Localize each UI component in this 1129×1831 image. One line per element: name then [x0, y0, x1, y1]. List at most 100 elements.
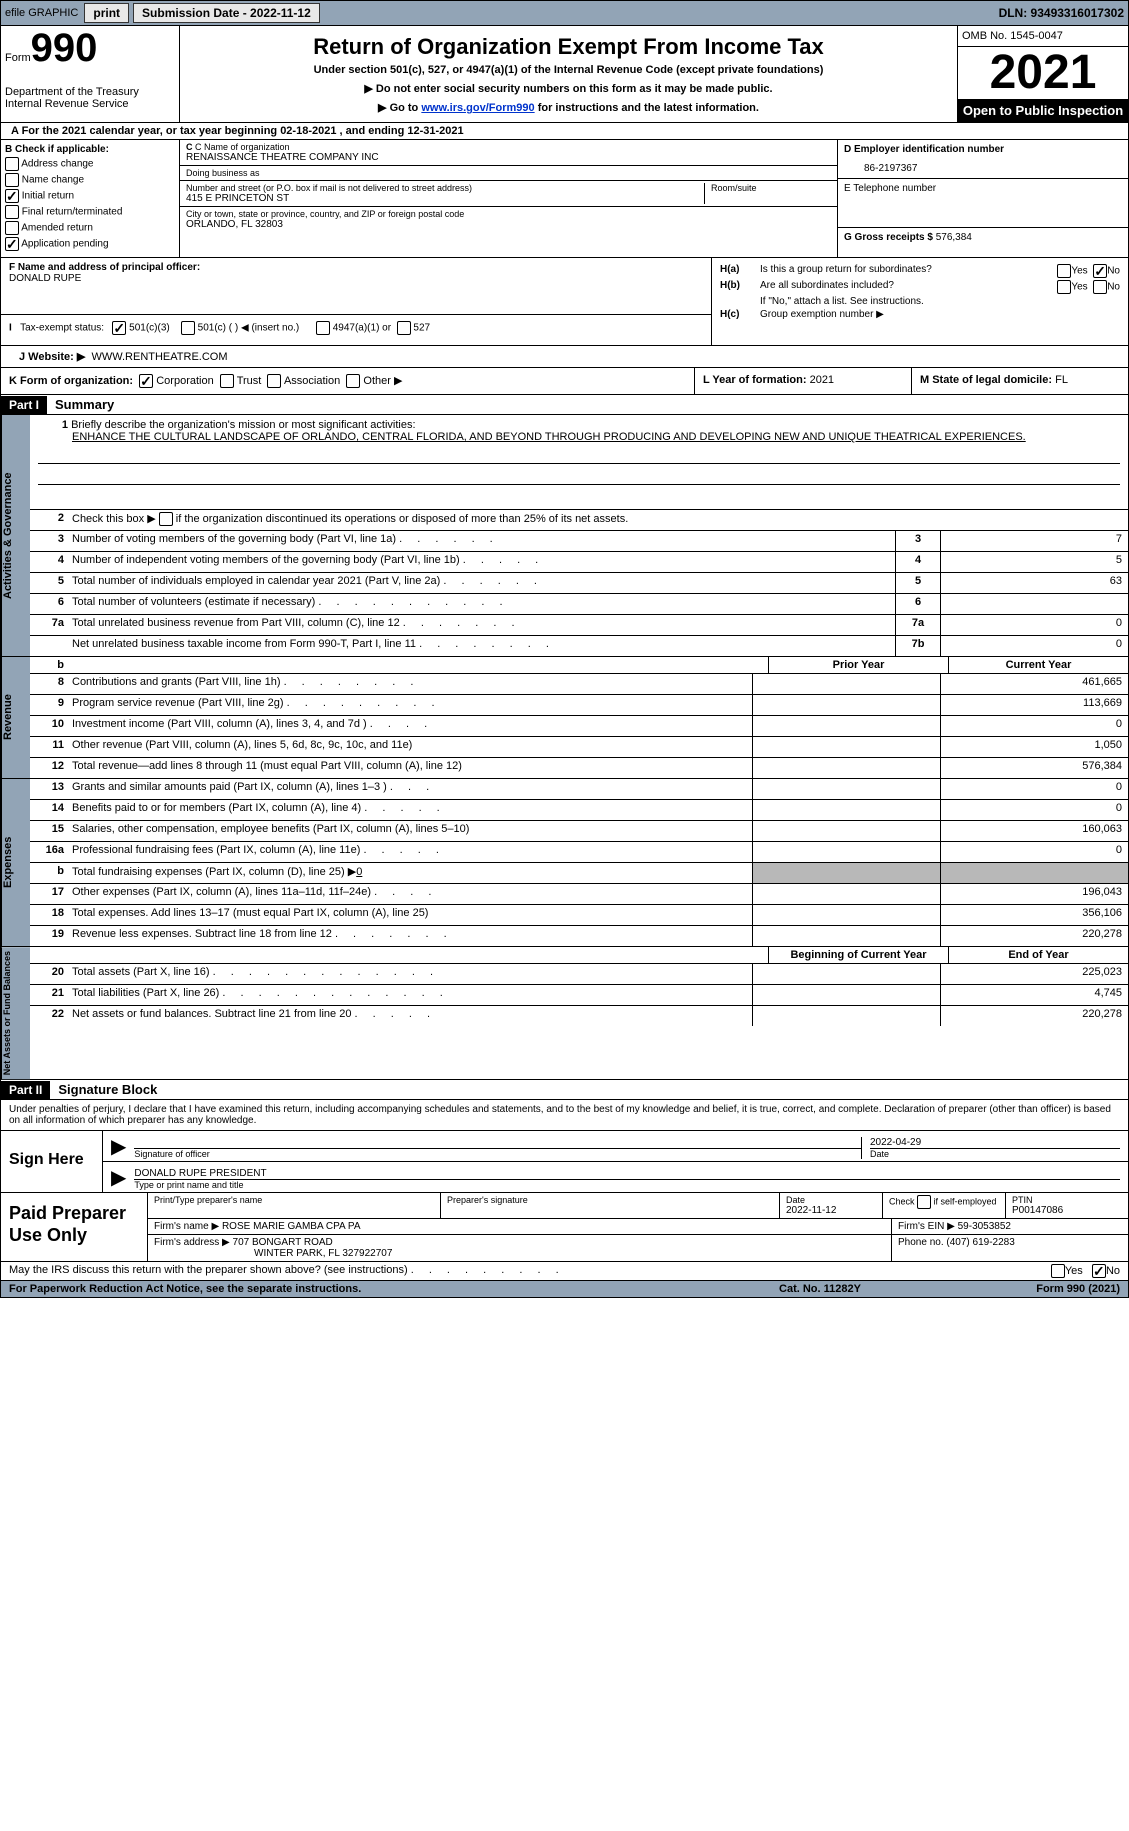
- instr-2: ▶ Go to www.irs.gov/Form990 for instruct…: [188, 101, 949, 114]
- section-b-checkbox[interactable]: [5, 205, 19, 219]
- vtab-revenue: Revenue: [1, 657, 30, 778]
- mission-text: ENHANCE THE CULTURAL LANDSCAPE OF ORLAND…: [38, 431, 1120, 443]
- r13-curr: 0: [940, 779, 1128, 799]
- addr-label: Number and street (or P.O. box if mail i…: [186, 183, 698, 193]
- r8-curr: 461,665: [940, 674, 1128, 694]
- r10-curr: 0: [940, 716, 1128, 736]
- header-left: Form990 Department of the Treasury Inter…: [1, 26, 180, 122]
- form990-link[interactable]: www.irs.gov/Form990: [421, 102, 534, 114]
- section-b-item: Amended return: [5, 221, 175, 235]
- 501c-checkbox[interactable]: [181, 321, 195, 335]
- prep-date: 2022-11-12: [786, 1205, 876, 1216]
- section-b-checkbox[interactable]: [5, 173, 19, 187]
- section-b-checkbox[interactable]: [5, 221, 19, 235]
- 527-checkbox[interactable]: [397, 321, 411, 335]
- sig-label: Signature of officer: [134, 1148, 861, 1159]
- r10-label: Investment income (Part VIII, column (A)…: [68, 716, 752, 736]
- r14-label: Benefits paid to or for members (Part IX…: [68, 800, 752, 820]
- section-b-checkbox[interactable]: [5, 237, 19, 251]
- form-ref: Form 990 (2021): [920, 1283, 1120, 1295]
- section-b: B Check if applicable: Address change Na…: [1, 140, 180, 257]
- header-right: OMB No. 1545-0047 2021 Open to Public In…: [957, 26, 1128, 122]
- other-checkbox[interactable]: [346, 374, 360, 388]
- r3-label: Number of voting members of the governin…: [68, 531, 895, 551]
- officer-print-name: DONALD RUPE PRESIDENT: [134, 1168, 1120, 1179]
- sign-date: 2022-04-29: [870, 1137, 1120, 1148]
- firm-addr: 707 BONGART ROAD: [233, 1237, 333, 1248]
- discuss-yes-checkbox[interactable]: [1051, 1264, 1065, 1278]
- section-b-checkbox[interactable]: [5, 189, 19, 203]
- r17-label: Other expenses (Part IX, column (A), lin…: [68, 884, 752, 904]
- assoc-checkbox[interactable]: [267, 374, 281, 388]
- r2-checkbox[interactable]: [159, 512, 173, 526]
- vtab-expenses: Expenses: [1, 779, 30, 946]
- firm-ein: 59-3053852: [958, 1221, 1011, 1232]
- firm-phone: (407) 619-2283: [946, 1237, 1014, 1248]
- officer-name: DONALD RUPE: [9, 273, 703, 284]
- section-b-item: Address change: [5, 157, 175, 171]
- domicile-state: FL: [1055, 374, 1068, 386]
- header-center: Return of Organization Exempt From Incom…: [180, 26, 957, 122]
- gross-value: 576,384: [936, 232, 972, 243]
- r6-val: [940, 594, 1128, 614]
- ha-yes-checkbox[interactable]: [1057, 264, 1071, 278]
- section-b-item: Final return/terminated: [5, 205, 175, 219]
- summary-governance: Activities & Governance 1 Briefly descri…: [0, 415, 1129, 657]
- hb-no-checkbox[interactable]: [1093, 280, 1107, 294]
- r6-label: Total number of volunteers (estimate if …: [68, 594, 895, 614]
- ptin-value: P00147086: [1012, 1205, 1122, 1216]
- section-de: D Employer identification number 86-2197…: [837, 140, 1128, 257]
- r7b-val: 0: [940, 636, 1128, 656]
- firm-name: ROSE MARIE GAMBA CPA PA: [222, 1221, 361, 1232]
- section-klm: K Form of organization: Corporation Trus…: [0, 368, 1129, 395]
- sign-block: Sign Here ▶ Signature of officer 2022-04…: [0, 1131, 1129, 1193]
- formation-year: 2021: [810, 374, 834, 386]
- r4-label: Number of independent voting members of …: [68, 552, 895, 572]
- r16a-curr: 0: [940, 842, 1128, 862]
- top-bar: efile GRAPHIC print Submission Date - 20…: [0, 0, 1129, 26]
- hb-yes-checkbox[interactable]: [1057, 280, 1071, 294]
- summary-expenses: Expenses 13Grants and similar amounts pa…: [0, 779, 1129, 947]
- end-year-header: End of Year: [948, 947, 1128, 963]
- self-employed-checkbox[interactable]: [917, 1195, 931, 1209]
- discuss-no-checkbox[interactable]: [1092, 1264, 1106, 1278]
- hb-note: If "No," attach a list. See instructions…: [720, 296, 1120, 307]
- section-b-item: Name change: [5, 173, 175, 187]
- r11-label: Other revenue (Part VIII, column (A), li…: [68, 737, 752, 757]
- r7a-label: Total unrelated business revenue from Pa…: [68, 615, 895, 635]
- org-name-label: C C Name of organization: [186, 142, 831, 152]
- declaration: Under penalties of perjury, I declare th…: [0, 1100, 1129, 1131]
- form-label: Form: [5, 52, 31, 64]
- 501c3-checkbox[interactable]: [112, 321, 126, 335]
- r21-label: Total liabilities (Part X, line 26) . . …: [68, 985, 752, 1005]
- instr-1: ▶ Do not enter social security numbers o…: [188, 82, 949, 95]
- section-c: C C Name of organization RENAISSANCE THE…: [180, 140, 837, 257]
- r22-curr: 220,278: [940, 1006, 1128, 1026]
- ha-no-checkbox[interactable]: [1093, 264, 1107, 278]
- r12-label: Total revenue—add lines 8 through 11 (mu…: [68, 758, 752, 778]
- mission-label: Briefly describe the organization's miss…: [71, 419, 415, 431]
- corp-checkbox[interactable]: [139, 374, 153, 388]
- r3-val: 7: [940, 531, 1128, 551]
- 4947-checkbox[interactable]: [316, 321, 330, 335]
- city-label: City or town, state or province, country…: [186, 209, 831, 219]
- irs-label: Internal Revenue Service: [5, 98, 175, 110]
- r16a-label: Professional fundraising fees (Part IX, …: [68, 842, 752, 862]
- r5-val: 63: [940, 573, 1128, 593]
- section-bcde: B Check if applicable: Address change Na…: [0, 140, 1129, 258]
- room-label: Room/suite: [711, 183, 831, 193]
- org-name: RENAISSANCE THEATRE COMPANY INC: [186, 152, 831, 163]
- r5-label: Total number of individuals employed in …: [68, 573, 895, 593]
- trust-checkbox[interactable]: [220, 374, 234, 388]
- preparer-label: Paid Preparer Use Only: [1, 1193, 147, 1261]
- preparer-block: Paid Preparer Use Only Print/Type prepar…: [0, 1193, 1129, 1262]
- gross-label: G Gross receipts $: [844, 232, 933, 243]
- header: Form990 Department of the Treasury Inter…: [0, 26, 1129, 123]
- hb-text: Are all subordinates included?: [760, 280, 1000, 294]
- part2-header: Part II Signature Block: [0, 1080, 1129, 1100]
- r17-curr: 196,043: [940, 884, 1128, 904]
- section-i: I Tax-exempt status: 501(c)(3) 501(c) ( …: [1, 314, 711, 341]
- form-number: 990: [31, 26, 98, 70]
- print-button[interactable]: print: [84, 3, 129, 23]
- section-b-checkbox[interactable]: [5, 157, 19, 171]
